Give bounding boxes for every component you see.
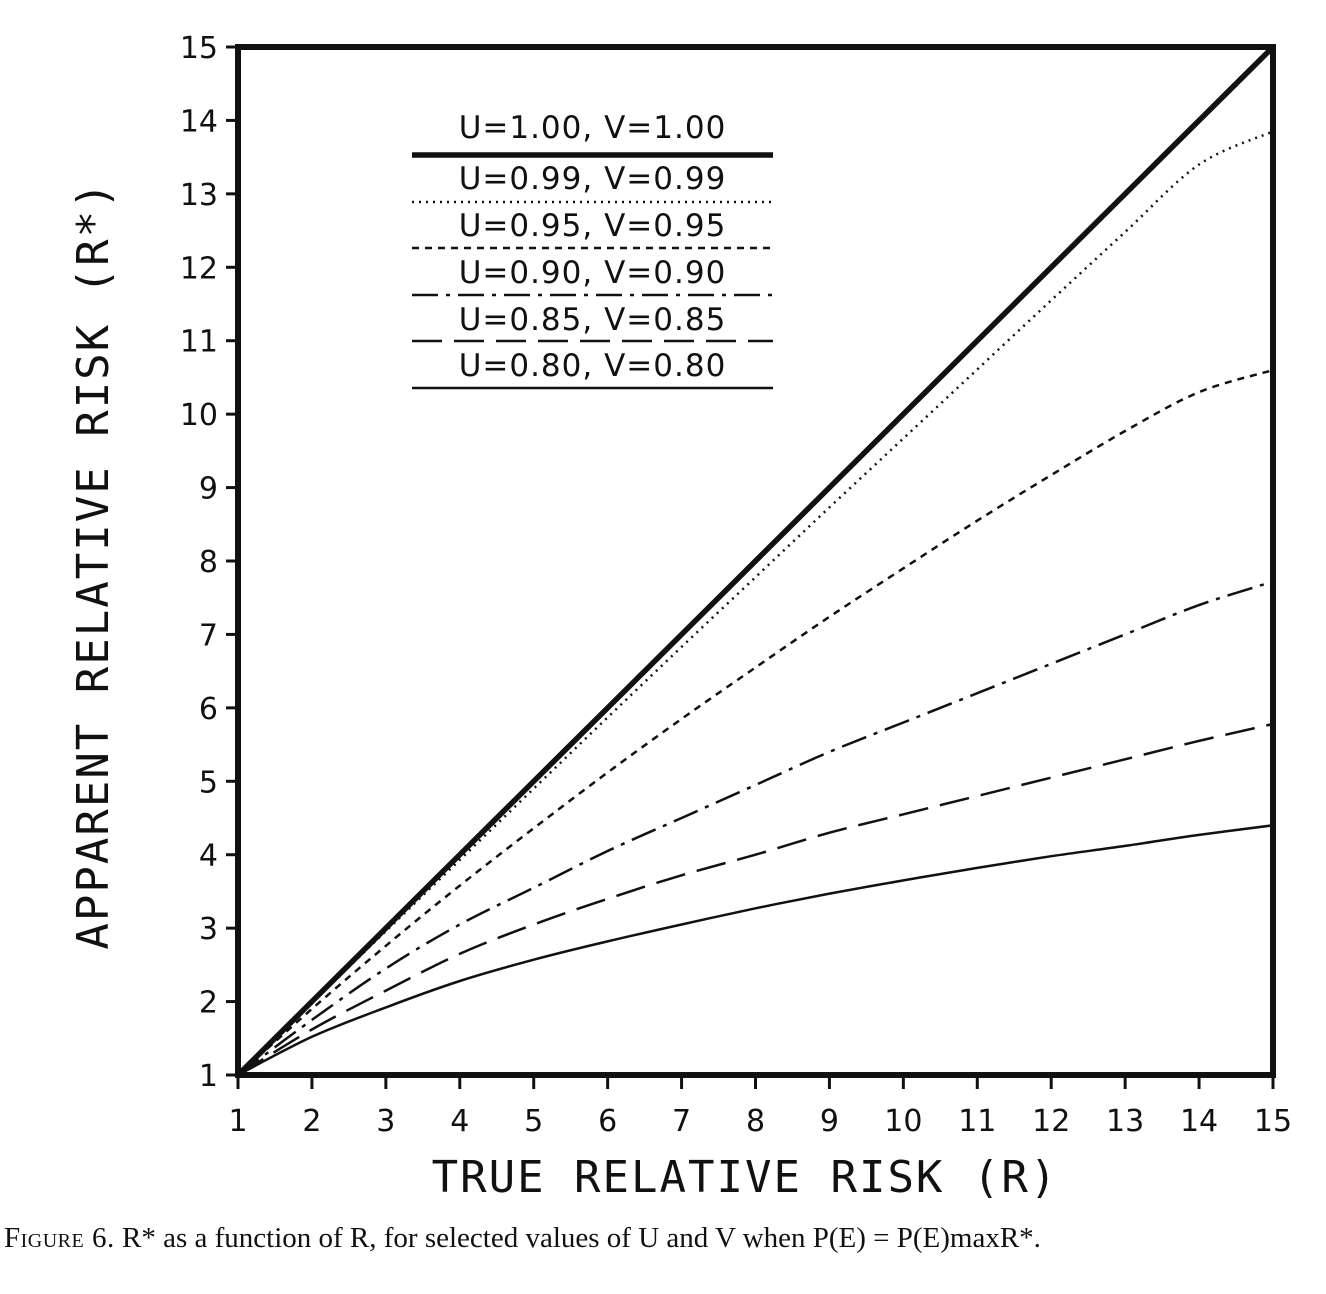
x-tick-label: 15 <box>1254 1104 1292 1139</box>
y-tick-label: 5 <box>199 765 218 800</box>
x-tick-label: 3 <box>376 1104 395 1139</box>
y-tick-label: 8 <box>199 545 218 580</box>
legend-label: U=0.99, V=0.99 <box>459 161 727 197</box>
figure-caption-text: R* as a function of R, for selected valu… <box>121 1222 1041 1254</box>
plot-frame <box>235 44 1276 1078</box>
chart-figure: 1 2 3 4 5 6 7 8 9 10 11 12 13 14 15 123456789101112131… <box>68 31 1292 1203</box>
x-tick-label: 13 <box>1106 1104 1144 1139</box>
y-tick-label: 4 <box>199 839 218 874</box>
series-line <box>237 130 1274 1076</box>
x-axis-ticks: 1 2 3 4 5 6 7 8 9 10 11 12 13 14 15 <box>228 1075 1292 1139</box>
y-tick-label: 9 <box>199 472 218 507</box>
x-tick-label: 10 <box>884 1104 922 1139</box>
legend-label: U=0.95, V=0.95 <box>459 208 727 244</box>
legend-label: U=0.80, V=0.80 <box>459 348 727 384</box>
x-tick-label: 5 <box>524 1104 543 1139</box>
x-tick-label: 14 <box>1180 1104 1218 1139</box>
x-tick-label: 6 <box>598 1104 617 1139</box>
series-lines <box>236 45 1275 1077</box>
y-axis-title: APPARENT RELATIVE RISK (R*) <box>68 180 119 949</box>
y-tick-label: 1 <box>199 1059 218 1094</box>
x-tick-label: 8 <box>746 1104 765 1139</box>
y-tick-label: 15 <box>180 31 218 66</box>
series-line <box>236 45 1275 1077</box>
y-tick-label: 7 <box>199 618 218 653</box>
x-tick-label: 9 <box>820 1104 839 1139</box>
y-tick-label: 3 <box>199 912 218 947</box>
y-tick-label: 14 <box>180 104 218 139</box>
y-tick-label: 11 <box>180 325 218 360</box>
legend-label: U=0.90, V=0.90 <box>459 255 727 291</box>
series-line <box>237 368 1274 1076</box>
legend-label: U=0.85, V=0.85 <box>459 302 727 338</box>
series-line <box>237 824 1274 1077</box>
x-tick-label: 7 <box>672 1104 691 1139</box>
x-tick-label: 2 <box>302 1104 321 1139</box>
series-line <box>237 722 1274 1077</box>
y-tick-label: 10 <box>180 398 218 433</box>
y-tick-label: 2 <box>199 986 218 1021</box>
x-axis-title: TRUE RELATIVE RISK (R) <box>432 1152 1059 1203</box>
y-tick-label: 13 <box>180 178 218 213</box>
x-tick-label: 1 <box>228 1104 247 1139</box>
x-tick-label: 4 <box>450 1104 469 1139</box>
x-tick-label: 11 <box>958 1104 996 1139</box>
legend-label: U=1.00, V=1.00 <box>459 110 727 146</box>
figure-caption: Figure 6. R* as a function of R, for sel… <box>4 1222 1324 1255</box>
y-tick-label: 12 <box>180 251 218 286</box>
figure-label: Figure 6. <box>4 1222 115 1254</box>
x-tick-label: 12 <box>1032 1104 1070 1139</box>
series-line <box>237 580 1274 1077</box>
y-tick-label: 6 <box>199 692 218 727</box>
legend: U=1.00, V=1.00 U=0.99, V=0.99 U=0.95, V=0.… <box>412 110 773 390</box>
